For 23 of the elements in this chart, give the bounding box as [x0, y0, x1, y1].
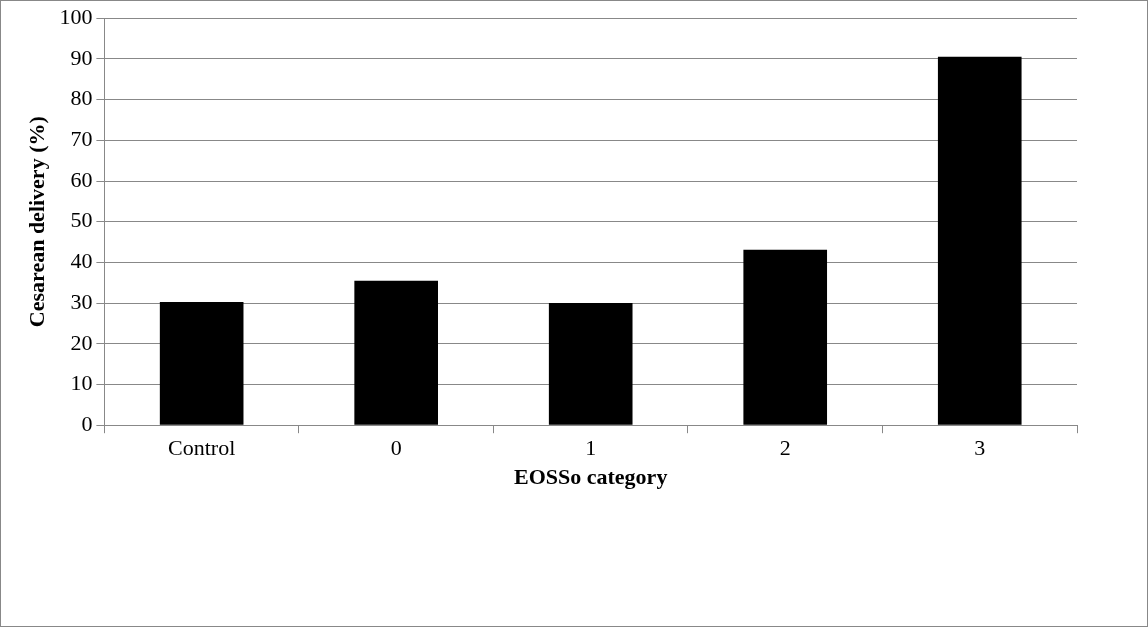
y-axis-title: Cesarean delivery (%)	[23, 116, 49, 328]
y-tick-label: 100	[59, 3, 93, 29]
y-tick-label: 80	[70, 85, 93, 111]
bar	[548, 303, 633, 425]
y-tick-label: 30	[70, 288, 93, 314]
y-tick-label: 20	[70, 329, 93, 355]
x-axis-title: EOSSo category	[514, 464, 668, 490]
x-tick-label: 3	[974, 435, 986, 461]
bar	[159, 301, 244, 425]
bar	[743, 249, 828, 425]
x-tick-label: 2	[779, 435, 791, 461]
bar	[937, 56, 1022, 425]
y-tick-label: 0	[81, 410, 93, 436]
x-tick-label: 1	[585, 435, 597, 461]
x-tick-label: Control	[168, 435, 236, 461]
y-tick-label: 10	[70, 370, 93, 396]
y-tick-label: 90	[70, 44, 93, 70]
x-tick-label: 0	[390, 435, 402, 461]
y-tick-label: 70	[70, 126, 93, 152]
y-tick-label: 50	[70, 207, 93, 233]
y-tick-label: 40	[70, 248, 93, 274]
bar	[354, 280, 438, 425]
y-tick-label: 60	[70, 166, 93, 192]
